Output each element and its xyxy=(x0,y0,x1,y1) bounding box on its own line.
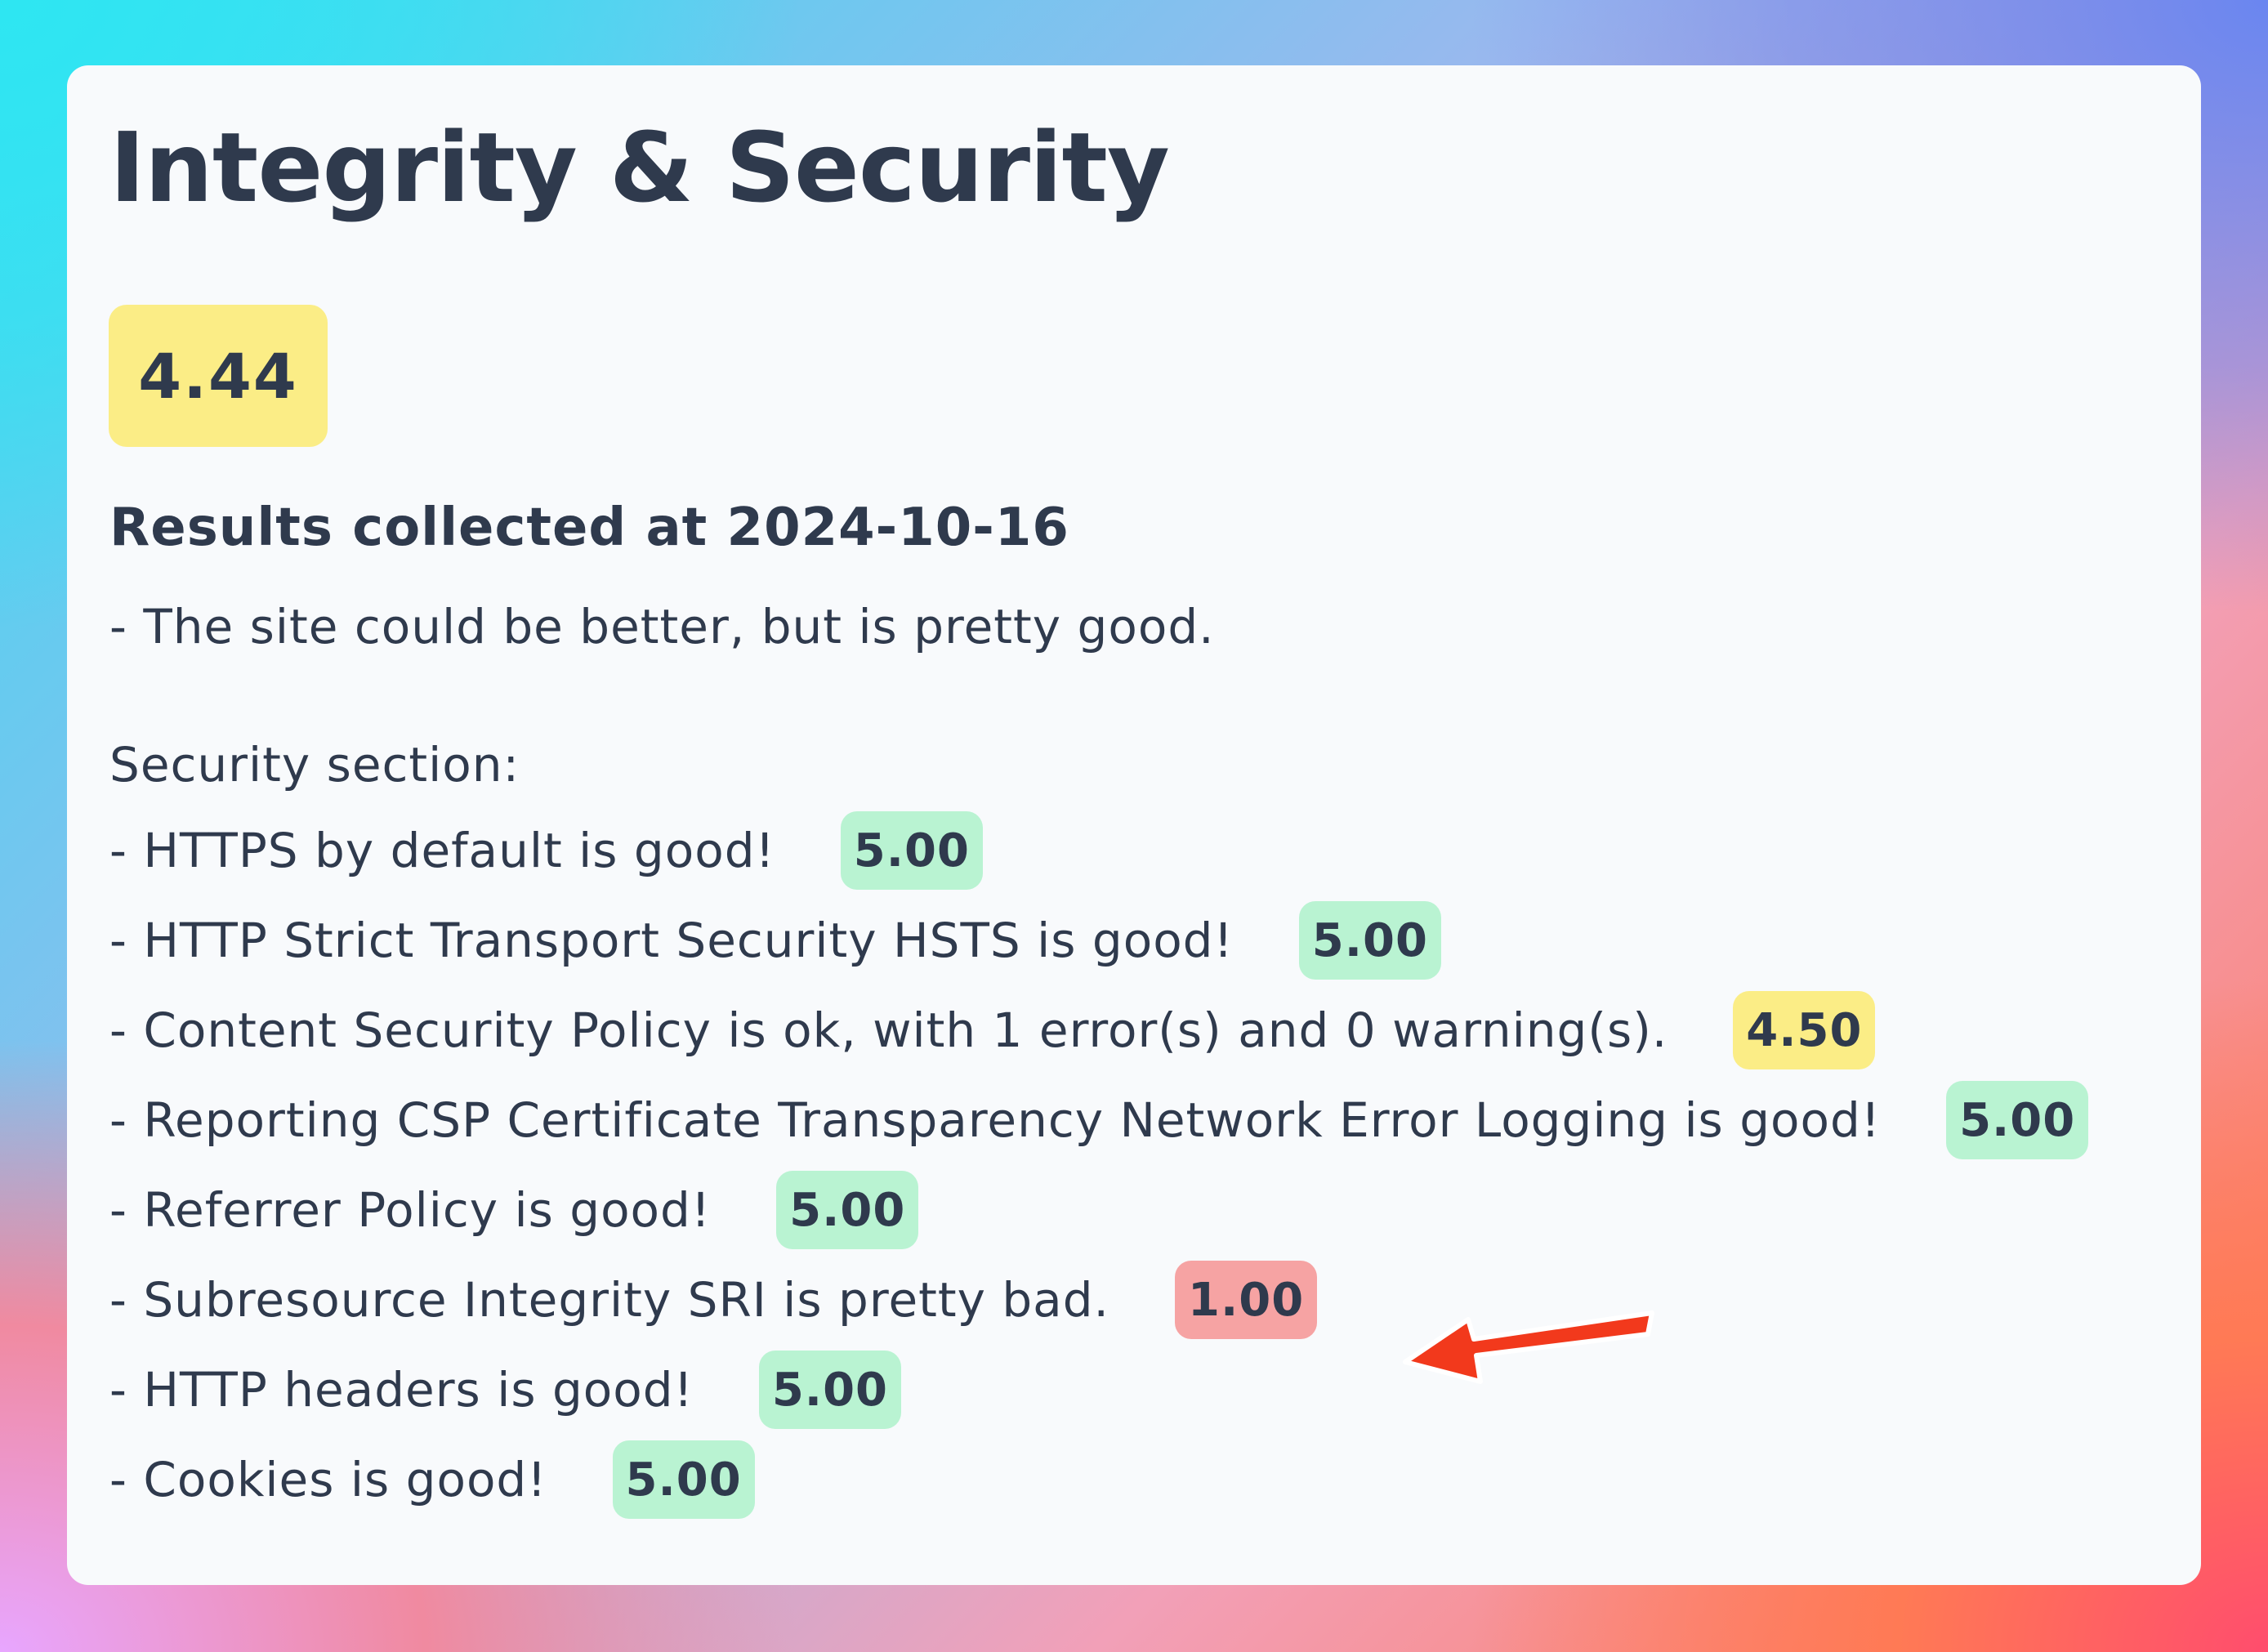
check-label: - HTTP Strict Transport Security HSTS is… xyxy=(109,913,1234,968)
page-title: Integrity & Security xyxy=(109,111,1170,224)
check-label: - Referrer Policy is good! xyxy=(109,1182,712,1238)
check-label: - HTTP headers is good! xyxy=(109,1362,694,1418)
score-badge: 5.00 xyxy=(612,1440,755,1519)
check-hsts: - HTTP Strict Transport Security HSTS is… xyxy=(109,895,2088,985)
check-referrer-policy: - Referrer Policy is good! 5.00 xyxy=(109,1165,2088,1255)
check-label: - HTTPS by default is good! xyxy=(109,823,775,878)
score-badge: 5.00 xyxy=(1946,1081,2089,1159)
check-sri: - Subresource Integrity SRI is pretty ba… xyxy=(109,1255,2088,1345)
check-https: - HTTPS by default is good! 5.00 xyxy=(109,806,2088,895)
score-badge: 1.00 xyxy=(1174,1261,1318,1339)
check-label: - Content Security Policy is ok, with 1 … xyxy=(109,1002,1668,1058)
check-label: - Subresource Integrity SRI is pretty ba… xyxy=(109,1272,1109,1328)
check-csp: - Content Security Policy is ok, with 1 … xyxy=(109,985,2088,1075)
summary-text: - The site could be better, but is prett… xyxy=(109,599,1215,654)
score-badge: 5.00 xyxy=(840,811,983,890)
score-badge: 4.50 xyxy=(1733,991,1876,1069)
security-section-label: Security section: xyxy=(109,737,520,793)
security-checks-list: - HTTPS by default is good! 5.00 - HTTP … xyxy=(109,806,2089,1525)
check-http-headers: - HTTP headers is good! 5.00 xyxy=(109,1345,2088,1435)
results-card: Integrity & Security 4.44 Results collec… xyxy=(67,65,2201,1585)
overall-score-badge: 4.44 xyxy=(109,305,328,447)
check-cookies: - Cookies is good! 5.00 xyxy=(109,1435,2088,1525)
check-label: - Reporting CSP Certificate Transparency… xyxy=(109,1092,1882,1148)
red-arrow-icon xyxy=(1403,1310,1654,1384)
score-badge: 5.00 xyxy=(758,1351,902,1429)
check-reporting: - Reporting CSP Certificate Transparency… xyxy=(109,1075,2089,1165)
score-badge: 5.00 xyxy=(776,1171,919,1249)
results-collected-heading: Results collected at 2024-10-16 xyxy=(109,498,1069,558)
check-label: - Cookies is good! xyxy=(109,1452,547,1507)
score-badge: 5.00 xyxy=(1298,901,1441,980)
